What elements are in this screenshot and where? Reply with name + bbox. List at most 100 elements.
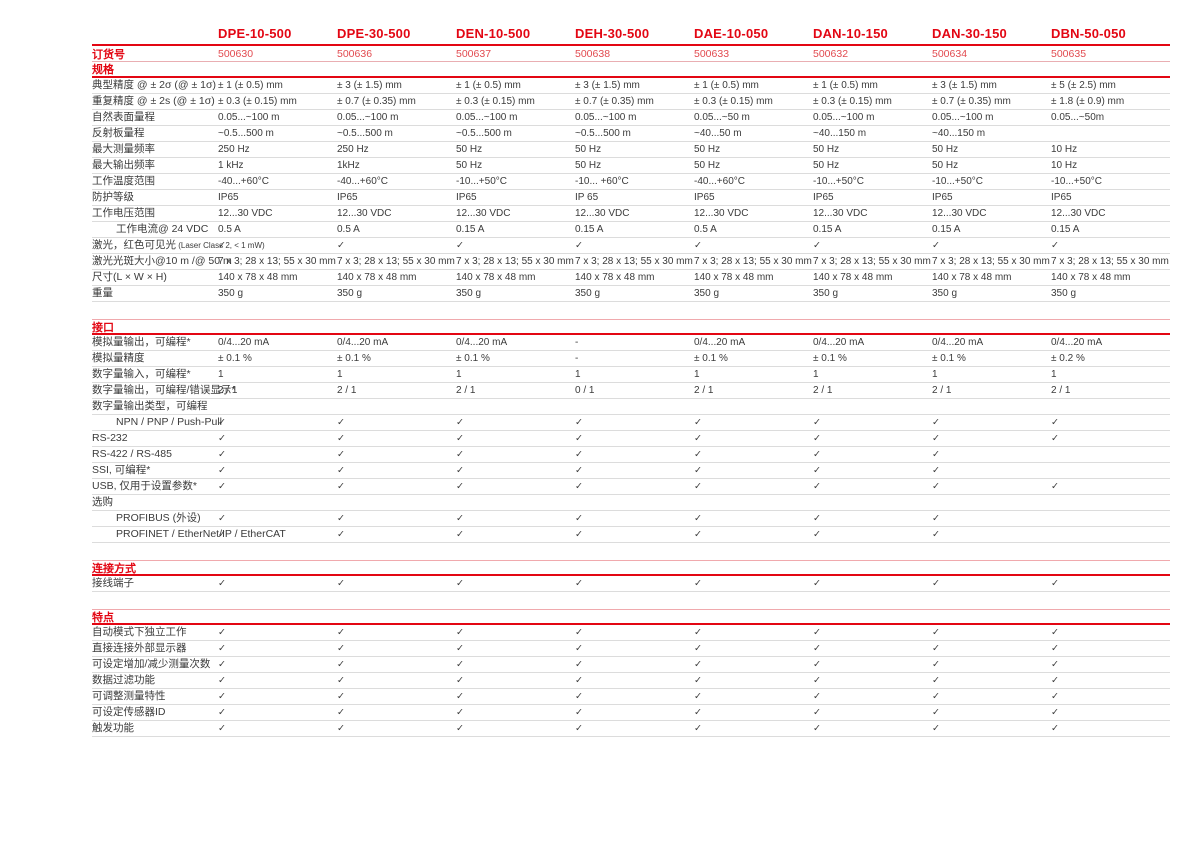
- order-number-value: 500632: [813, 48, 849, 60]
- row-label: 模拟量输出，可编程*: [92, 336, 191, 348]
- check-icon: ✓: [932, 240, 940, 251]
- table-cell: ± 0.7 (± 0.35) mm: [337, 96, 416, 107]
- table-cell: -10...+50°C: [813, 176, 864, 187]
- order-number-value: 500637: [456, 48, 492, 60]
- check-icon: ✓: [813, 659, 821, 670]
- table-cell: 350 g: [932, 288, 958, 299]
- row-label: RS-232: [92, 432, 128, 444]
- table-cell: 350 g: [1051, 288, 1077, 299]
- table-row: 自动模式下独立工作 ✓ ✓ ✓ ✓ ✓ ✓ ✓ ✓: [92, 625, 1170, 641]
- row-label: 触发功能: [92, 722, 134, 734]
- check-icon: ✓: [1051, 723, 1059, 734]
- check-icon: ✓: [218, 627, 226, 638]
- table-cell: ± 1 (± 0.5) mm: [456, 80, 521, 91]
- check-icon: ✓: [456, 529, 464, 540]
- table-cell: IP65: [932, 192, 953, 203]
- table-row: NPN / PNP / Push-Pull ✓ ✓ ✓ ✓ ✓ ✓ ✓ ✓: [92, 415, 1170, 431]
- table-cell: 0.05...~100 m: [218, 112, 280, 123]
- check-icon: ✓: [575, 659, 583, 670]
- check-icon: ✓: [218, 481, 226, 492]
- table-cell: 140 x 78 x 48 mm: [813, 272, 893, 283]
- row-group-label: 数字量输出类型，可编程: [92, 400, 208, 412]
- table-cell: -40...+60°C: [694, 176, 745, 187]
- check-icon: ✓: [694, 723, 702, 734]
- table-cell: 140 x 78 x 48 mm: [694, 272, 774, 283]
- check-icon: ✓: [932, 627, 940, 638]
- check-icon: ✓: [218, 513, 226, 524]
- row-label: 防护等级: [92, 191, 134, 203]
- check-icon: ✓: [694, 529, 702, 540]
- check-icon: ✓: [932, 481, 940, 492]
- check-icon: ✓: [932, 417, 940, 428]
- table-cell: 140 x 78 x 48 mm: [337, 272, 417, 283]
- table-cell: 50 Hz: [456, 144, 483, 155]
- table-cell: ± 5 (± 2.5) mm: [1051, 80, 1116, 91]
- table-cell: 0/4...20 mA: [218, 337, 270, 348]
- table-row: 重复精度 @ ± 2s (@ ± 1σ) ± 0.3 (± 0.15) mm ± 0…: [92, 94, 1170, 110]
- table-row: RS-232 ✓ ✓ ✓ ✓ ✓ ✓ ✓ ✓: [92, 431, 1170, 447]
- table-row: 模拟量输出，可编程* 0/4...20 mA 0/4...20 mA 0/4...20…: [92, 335, 1170, 351]
- check-icon: ✓: [694, 465, 702, 476]
- row-label: RS-422 / RS-485: [92, 448, 172, 460]
- check-icon: ✓: [694, 643, 702, 654]
- table-cell: 7 x 3; 28 x 13; 55 x 30 mm: [932, 256, 1050, 267]
- order-number-value: 500633: [694, 48, 730, 60]
- row-label: PROFINET / EtherNet/IP / EtherCAT: [116, 528, 286, 540]
- check-icon: ✓: [575, 481, 583, 492]
- product-name: DBN-50-050: [1051, 26, 1126, 41]
- check-icon: ✓: [337, 449, 345, 460]
- check-icon: ✓: [694, 707, 702, 718]
- check-icon: ✓: [1051, 627, 1059, 638]
- check-icon: ✓: [932, 449, 940, 460]
- table-cell: 10 Hz: [1051, 144, 1078, 155]
- row-label: 重量: [92, 287, 113, 299]
- table-cell: 1: [337, 369, 343, 380]
- row-label: 数据过滤功能: [92, 674, 155, 686]
- table-row: 数据过滤功能 ✓ ✓ ✓ ✓ ✓ ✓ ✓ ✓: [92, 673, 1170, 689]
- row-label: 重复精度 @ ± 2s (@ ± 1σ): [92, 95, 215, 107]
- check-icon: ✓: [575, 513, 583, 524]
- check-icon: ✓: [1051, 691, 1059, 702]
- check-icon: ✓: [337, 723, 345, 734]
- row-group-label: 选购: [92, 496, 113, 508]
- table-cell: 7 x 3; 28 x 13; 55 x 30 mm: [337, 256, 455, 267]
- table-cell: 350 g: [337, 288, 363, 299]
- table-cell: -40...+60°C: [337, 176, 388, 187]
- check-icon: ✓: [456, 513, 464, 524]
- order-number-value: 500638: [575, 48, 611, 60]
- check-icon: ✓: [813, 433, 821, 444]
- table-cell: ~40...50 m: [694, 128, 742, 139]
- table-cell: 50 Hz: [932, 160, 959, 171]
- table-cell: ± 0.3 (± 0.15) mm: [694, 96, 773, 107]
- check-icon: ✓: [575, 417, 583, 428]
- row-label: 可调整测量特性: [92, 690, 166, 702]
- table-cell: 0.5 A: [694, 224, 717, 235]
- table-cell: 1 kHz: [218, 160, 244, 171]
- order-number-value: 500636: [337, 48, 373, 60]
- row-label: USB, 仅用于设置参数*: [92, 480, 198, 492]
- table-cell: ± 0.3 (± 0.15) mm: [456, 96, 535, 107]
- check-icon: ✓: [813, 691, 821, 702]
- table-cell: -40...+60°C: [218, 176, 269, 187]
- section-title: 连接方式: [92, 562, 136, 575]
- table-cell: 350 g: [575, 288, 601, 299]
- check-icon: ✓: [932, 578, 940, 589]
- table-cell: 0.15 A: [456, 224, 485, 235]
- table-cell: -10... +60°C: [575, 176, 629, 187]
- table-cell: 12...30 VDC: [575, 208, 630, 219]
- check-icon: ✓: [813, 465, 821, 476]
- check-icon: ✓: [1051, 433, 1059, 444]
- check-icon: ✓: [932, 513, 940, 524]
- check-icon: ✓: [456, 691, 464, 702]
- table-row: 数字量输入，可编程* 1 1 1 1 1 1 1 1: [92, 367, 1170, 383]
- check-icon: ✓: [1051, 578, 1059, 589]
- check-icon: ✓: [337, 417, 345, 428]
- table-cell: 2 / 1: [218, 385, 238, 396]
- check-icon: ✓: [575, 529, 583, 540]
- check-icon: ✓: [813, 240, 821, 251]
- check-icon: ✓: [337, 578, 345, 589]
- section-gap: [92, 592, 1170, 609]
- table-cell: ± 0.2 %: [1051, 353, 1085, 364]
- check-icon: ✓: [932, 659, 940, 670]
- check-icon: ✓: [575, 240, 583, 251]
